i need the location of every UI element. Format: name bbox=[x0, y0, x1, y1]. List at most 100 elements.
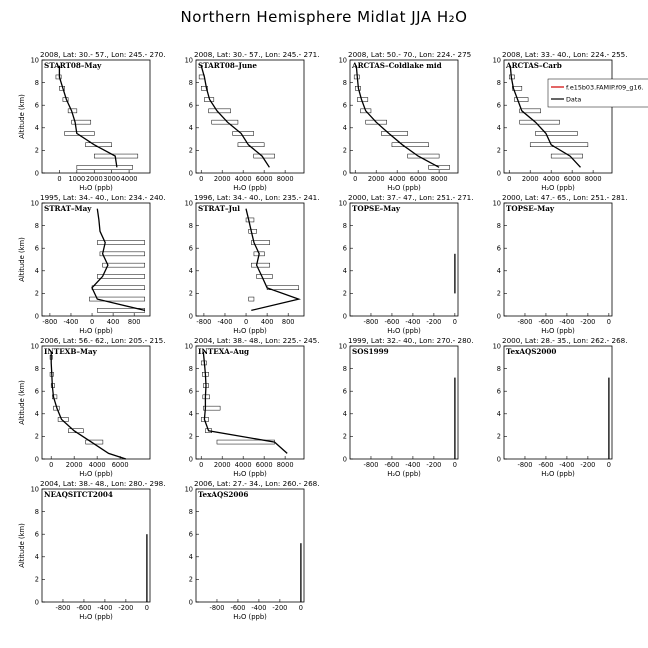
panel-name: INTEXB–May bbox=[44, 347, 98, 356]
panel-name: TOPSE–May bbox=[352, 204, 401, 213]
panel: 2000, Lat: 37.- 47., Lon: 251.- 271. TOPS… bbox=[339, 193, 474, 335]
panel-name: STRAT–May bbox=[44, 204, 92, 213]
x-tick-label: 0 bbox=[199, 461, 203, 469]
y-tick-label: 0 bbox=[35, 455, 39, 463]
y-tick-label: 2 bbox=[497, 147, 501, 155]
x-tick-label: -400 bbox=[559, 318, 574, 326]
y-tick-label: 4 bbox=[35, 267, 39, 275]
error-box bbox=[97, 240, 145, 245]
panel-name: START08–May bbox=[44, 61, 102, 70]
x-tick-label: -800 bbox=[55, 604, 70, 612]
y-tick-label: 6 bbox=[35, 531, 39, 539]
x-tick-label: 2000 bbox=[522, 175, 539, 183]
panel-header: 2006, Lat: 27.- 34., Lon: 260.- 268. bbox=[194, 479, 320, 488]
y-tick-label: 6 bbox=[35, 102, 39, 110]
panel-name: START08–June bbox=[198, 61, 257, 70]
x-tick-label: -600 bbox=[538, 318, 553, 326]
x-tick-label: 0 bbox=[453, 318, 457, 326]
error-box bbox=[200, 86, 208, 91]
y-tick-label: 6 bbox=[189, 245, 193, 253]
x-tick-label: -400 bbox=[405, 318, 420, 326]
x-tick-label: 0 bbox=[453, 461, 457, 469]
y-tick-label: 4 bbox=[189, 553, 193, 561]
error-box bbox=[71, 119, 92, 125]
x-tick-label: 8000 bbox=[277, 461, 294, 469]
error-box bbox=[248, 296, 255, 302]
y-tick-label: 10 bbox=[185, 199, 193, 207]
panel-header: 2004, Lat: 38.- 48., Lon: 280.- 298. bbox=[40, 479, 166, 488]
x-tick-label: -400 bbox=[559, 461, 574, 469]
x-tick-label: 0 bbox=[145, 604, 149, 612]
x-tick-label: 400 bbox=[261, 318, 274, 326]
panel-name: ARCTAS–Carb bbox=[505, 61, 562, 70]
error-box bbox=[97, 274, 145, 279]
panel: 2000, Lat: 28.- 35., Lon: 262.- 268. TexA… bbox=[493, 336, 628, 478]
x-axis-label: H₂O (ppb) bbox=[79, 184, 113, 192]
x-tick-label: 4000 bbox=[235, 461, 252, 469]
error-box bbox=[512, 86, 523, 91]
x-tick-label: 2000 bbox=[86, 175, 103, 183]
x-tick-label: 0 bbox=[299, 604, 303, 612]
x-tick-label: 0 bbox=[49, 461, 53, 469]
y-tick-label: 0 bbox=[343, 169, 347, 177]
x-tick-label: 800 bbox=[282, 318, 295, 326]
y-tick-label: 4 bbox=[189, 267, 193, 275]
y-tick-label: 4 bbox=[497, 124, 501, 132]
x-tick-label: 6000 bbox=[256, 175, 273, 183]
y-tick-label: 8 bbox=[497, 365, 501, 373]
panel-name: TOPSE–May bbox=[506, 204, 555, 213]
error-box bbox=[365, 119, 387, 125]
x-axis-label: H₂O (ppb) bbox=[233, 184, 267, 192]
y-tick-label: 8 bbox=[35, 365, 39, 373]
x-tick-label: 0 bbox=[507, 175, 511, 183]
y-tick-label: 2 bbox=[35, 290, 39, 298]
error-box bbox=[68, 428, 84, 433]
x-tick-label: 4000 bbox=[235, 175, 252, 183]
error-box bbox=[407, 153, 440, 159]
panel-header: 2008, Lat: 33.- 40., Lon: 224.- 255. bbox=[502, 50, 628, 59]
y-tick-label: 8 bbox=[497, 79, 501, 87]
y-tick-label: 10 bbox=[339, 56, 347, 64]
y-tick-label: 10 bbox=[31, 199, 39, 207]
x-tick-label: 6000 bbox=[564, 175, 581, 183]
error-box bbox=[89, 296, 145, 302]
x-tick-label: 6000 bbox=[256, 461, 273, 469]
x-axis-label: H₂O (ppb) bbox=[387, 184, 421, 192]
x-tick-label: 3000 bbox=[103, 175, 120, 183]
y-tick-label: 4 bbox=[35, 124, 39, 132]
y-tick-label: 0 bbox=[497, 455, 501, 463]
x-tick-label: 4000 bbox=[121, 175, 138, 183]
y-tick-label: 6 bbox=[35, 388, 39, 396]
error-box bbox=[381, 131, 408, 136]
y-tick-label: 8 bbox=[35, 508, 39, 516]
x-tick-label: 6000 bbox=[410, 175, 427, 183]
y-tick-label: 0 bbox=[189, 169, 193, 177]
y-tick-label: 8 bbox=[343, 222, 347, 230]
x-axis-label: H₂O (ppb) bbox=[79, 327, 113, 335]
y-tick-label: 6 bbox=[343, 388, 347, 396]
x-tick-label: -200 bbox=[426, 318, 441, 326]
error-box bbox=[203, 405, 221, 411]
panel-frame bbox=[503, 202, 613, 317]
panel-header: 2006, Lat: 56.- 62., Lon: 205.- 215. bbox=[40, 336, 166, 345]
y-tick-label: 10 bbox=[31, 342, 39, 350]
panel: 2008, Lat: 30.- 57., Lon: 245.- 270. STAR… bbox=[18, 50, 166, 192]
y-tick-label: 0 bbox=[343, 455, 347, 463]
y-tick-label: 10 bbox=[339, 199, 347, 207]
x-tick-label: -800 bbox=[209, 604, 224, 612]
x-axis-label: H₂O (ppb) bbox=[541, 184, 575, 192]
panel-name: STRAT–Jul bbox=[198, 204, 240, 213]
y-tick-label: 8 bbox=[189, 365, 193, 373]
x-tick-label: -200 bbox=[580, 461, 595, 469]
y-tick-label: 6 bbox=[35, 245, 39, 253]
x-tick-label: 8000 bbox=[431, 175, 448, 183]
y-tick-label: 4 bbox=[343, 124, 347, 132]
y-tick-label: 6 bbox=[343, 102, 347, 110]
panel: 2006, Lat: 56.- 62., Lon: 205.- 215. INTE… bbox=[18, 336, 166, 478]
x-tick-label: 0 bbox=[57, 175, 61, 183]
y-tick-label: 6 bbox=[343, 245, 347, 253]
data-profile-line bbox=[200, 65, 270, 168]
panel-name: ARCTAS–Coldlake mid bbox=[351, 61, 442, 70]
x-tick-label: -600 bbox=[384, 461, 399, 469]
error-box bbox=[428, 165, 450, 170]
